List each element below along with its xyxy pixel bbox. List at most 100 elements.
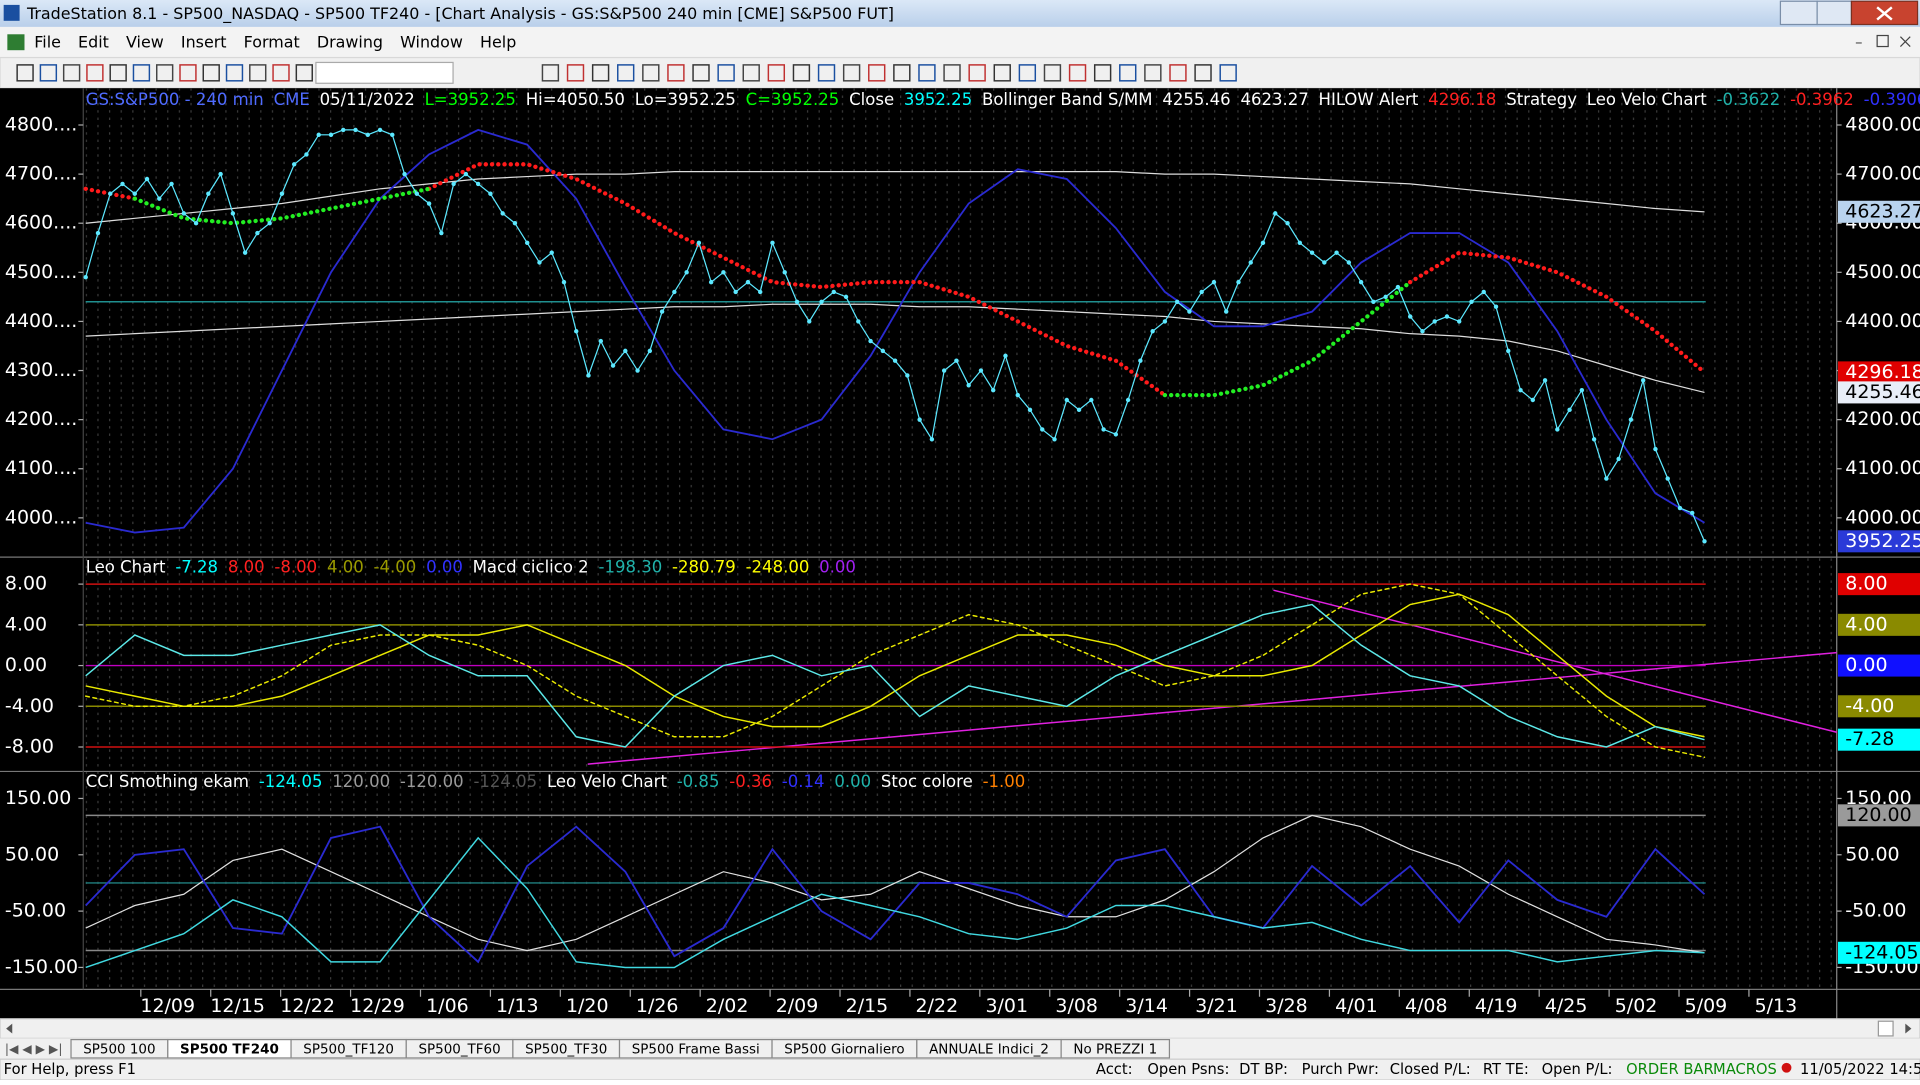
menu-item[interactable]: Insert [181,32,227,51]
toolbar-button[interactable] [893,64,911,82]
toolbar-button[interactable] [541,64,560,82]
mdi-minimize[interactable]: – [1855,34,1862,51]
price-point [1653,446,1658,452]
sheet-tab-label[interactable]: SP500 Frame Bassi [632,1042,760,1057]
price-point [1358,279,1364,285]
x-tick-label: 1/06 [426,995,469,1017]
toolbar-button[interactable] [717,64,735,82]
menu-item[interactable]: Edit [78,32,109,51]
sheet-tab-label[interactable]: SP500_TF60 [419,1042,501,1057]
toolbar-button[interactable] [1068,64,1087,82]
x-tick-label: 12/29 [350,995,405,1017]
menu-item[interactable]: Help [480,32,516,51]
x-tick-label: 1/20 [566,995,609,1017]
title-bar [0,0,1920,27]
toolbar-button[interactable] [86,64,104,82]
sheet-tab-label[interactable]: ANNUALE Indici_2 [929,1042,1049,1057]
price-point [954,358,959,363]
maximize-button[interactable] [1816,0,1853,26]
price-point [1052,437,1057,442]
sheet-tab-label[interactable]: No PREZZI 1 [1073,1042,1157,1057]
toolbar-button[interactable] [617,64,635,82]
toolbar-button[interactable] [16,64,34,82]
trendline[interactable] [1273,589,1837,733]
toolbar-button[interactable] [1194,64,1212,82]
status-field: Open Psns: [1147,1061,1229,1078]
price-point [1690,510,1695,516]
toolbar-button[interactable] [566,64,585,82]
price-tag [1837,573,1920,596]
mdi-close[interactable] [1899,36,1911,47]
order-bar[interactable]: ORDER BAR [1626,1061,1714,1078]
scroll-thumb[interactable] [1877,1020,1894,1037]
price-point [1113,432,1119,437]
toolbar-button[interactable] [62,64,81,82]
toolbar-button[interactable] [742,64,760,82]
toolbar-button[interactable] [156,64,174,82]
toolbar-button[interactable] [1169,64,1187,82]
toolbar-button[interactable] [249,64,267,82]
series-line [85,814,1705,954]
toolbar-button[interactable] [642,64,660,82]
toolbar-button[interactable] [993,64,1011,82]
toolbar-button[interactable] [817,64,836,82]
sheet-tab-label[interactable]: SP500 100 [83,1042,155,1057]
menu-item[interactable]: Window [400,32,463,51]
y-tick-label: 8.00 [5,573,47,595]
price-point [1555,427,1560,432]
sheet-tab[interactable] [1060,1038,1171,1059]
x-tick-label: 2/02 [706,995,749,1017]
y-tick-label: 4600.... [5,212,77,234]
x-tick-label: 3/01 [985,995,1028,1017]
toolbar-button[interactable] [1144,64,1162,82]
toolbar-button[interactable] [918,64,936,82]
menu-item[interactable]: Drawing [317,32,383,51]
toolbar-button[interactable] [39,64,58,82]
price-point [537,260,542,265]
sheet-tab-label[interactable]: SP500_TF30 [525,1042,607,1057]
price-point [1616,456,1621,462]
toolbar-dropdown[interactable] [315,61,454,84]
toolbar-button[interactable] [225,64,244,82]
scroll-right[interactable] [1905,1023,1912,1034]
toolbar-button[interactable] [943,64,961,82]
macros[interactable]: MACROS [1713,1061,1777,1078]
toolbar-button[interactable] [968,64,986,82]
sheet-tab-label[interactable]: SP500 TF240 [180,1042,279,1057]
scrollbar[interactable] [0,1018,1920,1039]
toolbar-button[interactable] [868,64,886,82]
toolbar-button[interactable] [1043,64,1062,82]
toolbar-button[interactable] [667,64,685,82]
menu-item[interactable]: File [34,32,61,51]
toolbar-button[interactable] [591,64,610,82]
menu-item[interactable]: View [126,32,164,51]
toolbar-button[interactable] [1219,64,1237,82]
price-point [475,181,481,187]
price-point [1346,260,1352,265]
menu-item[interactable]: Format [244,32,300,51]
toolbar-button[interactable] [179,64,197,82]
toolbar-button[interactable] [295,64,313,82]
price-point [108,191,113,196]
toolbar-button[interactable] [1119,64,1137,82]
toolbar-button[interactable] [842,64,861,82]
toolbar-button[interactable] [272,64,290,82]
toolbar-button[interactable] [202,64,220,82]
toolbar-button[interactable] [692,64,710,82]
minimize-button[interactable] [1779,0,1818,26]
sheet-tab-label[interactable]: SP500_TF120 [303,1042,394,1057]
toolbar-button[interactable] [109,64,127,82]
price-point [451,181,456,187]
toolbar-button[interactable] [767,64,786,82]
scroll-left[interactable] [6,1023,13,1034]
toolbar-button[interactable] [1093,64,1112,82]
toolbar-button[interactable] [1018,64,1037,82]
series-line [85,603,1705,748]
trendline[interactable] [587,651,1837,765]
toolbar-button[interactable] [132,64,151,82]
pane: Leo Chart -7.28 8.00 -8.00 4.00 -4.00 0.00 Macd… [5,558,1920,758]
sheet-tab-label[interactable]: SP500 Giornaliero [784,1042,904,1057]
toolbar-button[interactable] [792,64,811,82]
mdi-restore[interactable] [1876,34,1889,48]
